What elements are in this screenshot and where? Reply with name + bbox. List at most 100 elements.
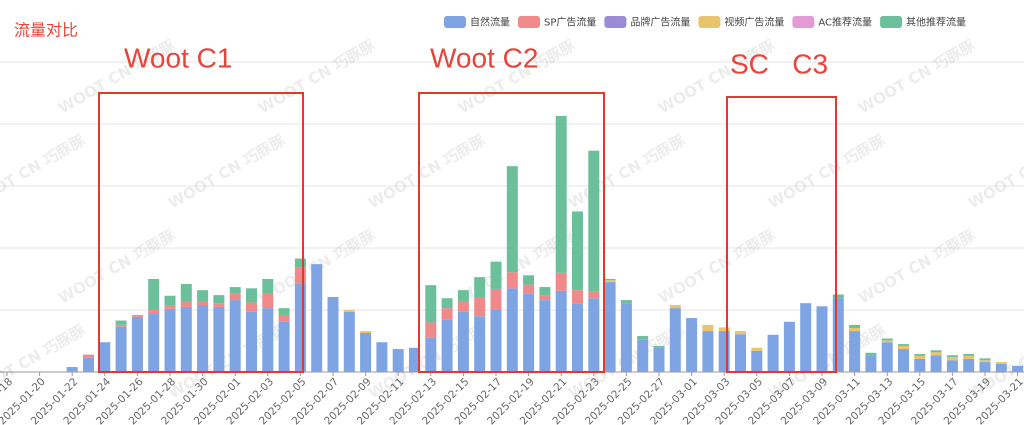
annotation: Woot C1 (124, 42, 232, 73)
chart-title: 流量对比 (14, 21, 78, 40)
bar-segment (572, 290, 583, 304)
bar-segment (555, 290, 567, 372)
bar-segment (294, 267, 306, 284)
bar-segment (197, 301, 209, 306)
legend-swatch (880, 16, 903, 28)
watermark: WOOT CN 巧豚豚 (255, 36, 378, 117)
watermark: WOOT CN 巧豚豚 (965, 131, 1024, 212)
bar-segment (115, 320, 127, 325)
legend: 自然流量 SP广告流量 品牌广告流量 视频广告流量 AC推荐流量 其他推荐流量 (444, 16, 966, 29)
watermark: WOOT CN 巧豚豚 (55, 226, 178, 307)
bar-segment (686, 318, 698, 372)
bar-segment (441, 308, 453, 320)
bar-segment (637, 339, 649, 372)
bar-segment (180, 301, 192, 307)
legend-label: AC推荐流量 (818, 16, 872, 29)
bar-segment (914, 354, 926, 356)
bar-segment (539, 287, 551, 296)
bar-segment (816, 306, 828, 372)
annotation: SC C3 (730, 48, 828, 79)
bar-segment (751, 350, 763, 372)
bar-segment (213, 306, 225, 372)
highlight-box (726, 96, 837, 373)
bar-segment (637, 336, 649, 340)
bar-segment (474, 316, 486, 372)
bar-segment (881, 342, 893, 372)
bar-segment (343, 310, 355, 312)
legend-label: SP广告流量 (544, 16, 596, 29)
bar-segment (539, 300, 551, 372)
bar-segment (995, 362, 1007, 364)
bar-segment (278, 314, 290, 322)
bar-segment (572, 211, 583, 291)
bar-segment (83, 354, 94, 358)
watermark: WOOT CN 巧豚豚 (165, 131, 288, 212)
bar-segment (164, 308, 176, 372)
legend-label: 自然流量 (470, 16, 510, 29)
bar-segment (148, 313, 160, 372)
bar-segment (767, 334, 779, 372)
bar-segment (979, 358, 991, 361)
bar-segment (474, 296, 486, 317)
bar-segment (360, 332, 372, 372)
bar-segment (490, 261, 502, 289)
bar-segment (588, 298, 600, 372)
bar-segment (311, 264, 323, 372)
highlight-box (98, 92, 304, 373)
bar-segment (164, 305, 176, 309)
bar-segment (441, 319, 453, 372)
bar-segment (702, 331, 714, 372)
bar-segment (930, 352, 942, 356)
bar-segment (979, 362, 991, 372)
legend-label: 品牌广告流量 (630, 16, 690, 29)
bar-segment (229, 300, 241, 372)
bar-segment (849, 327, 861, 332)
bar-segment (180, 283, 192, 302)
bar-segment (898, 349, 909, 372)
bar-segment (604, 282, 616, 372)
bar-segment (865, 352, 877, 356)
bar-segment (963, 358, 975, 372)
bar-segment (229, 293, 241, 301)
bar-segment (343, 311, 355, 372)
bar-segment (131, 316, 143, 372)
bar-segment (718, 331, 730, 372)
bar-segment (539, 295, 551, 301)
bar-segment (425, 285, 437, 323)
bar-segment (506, 288, 518, 372)
bar-segment (99, 342, 111, 372)
bar-segment (669, 308, 681, 372)
bar-segment (800, 303, 812, 372)
bar-segment (457, 290, 469, 302)
bar-segment (849, 331, 861, 372)
bar-segment (832, 294, 844, 299)
bar-segment (66, 367, 78, 372)
bar-segment (735, 331, 746, 335)
legend-swatch (518, 16, 540, 28)
bar-segment (131, 314, 143, 317)
bar-segment (115, 324, 127, 327)
bar-segment (898, 344, 909, 346)
legend-label: 其他推荐流量 (906, 16, 966, 29)
bar-segment (702, 324, 714, 332)
bar-segment (327, 296, 339, 372)
bar-segment (653, 345, 665, 348)
legend-label: 视频广告流量 (724, 16, 784, 29)
bar-segment (1012, 365, 1024, 372)
bar-segment (506, 272, 518, 289)
bar-segment (262, 279, 274, 294)
annotation: Woot C2 (430, 42, 538, 73)
bar-segment (914, 358, 926, 372)
legend-swatch (444, 16, 466, 28)
bar-segment (555, 272, 567, 291)
x-axis: 2025-01-182025-01-202025-01-222025-01-24… (0, 372, 1024, 425)
bar-segment (523, 275, 535, 285)
bar-segment (572, 303, 583, 372)
bar-segment (262, 308, 274, 372)
watermark: WOOT CN 巧豚豚 (0, 321, 88, 402)
bar-segment (246, 311, 257, 372)
watermark: WOOT CN 巧豚豚 (855, 36, 978, 117)
bar-segment (409, 347, 420, 372)
bar-segment (294, 258, 306, 268)
bar-segment (180, 306, 192, 372)
